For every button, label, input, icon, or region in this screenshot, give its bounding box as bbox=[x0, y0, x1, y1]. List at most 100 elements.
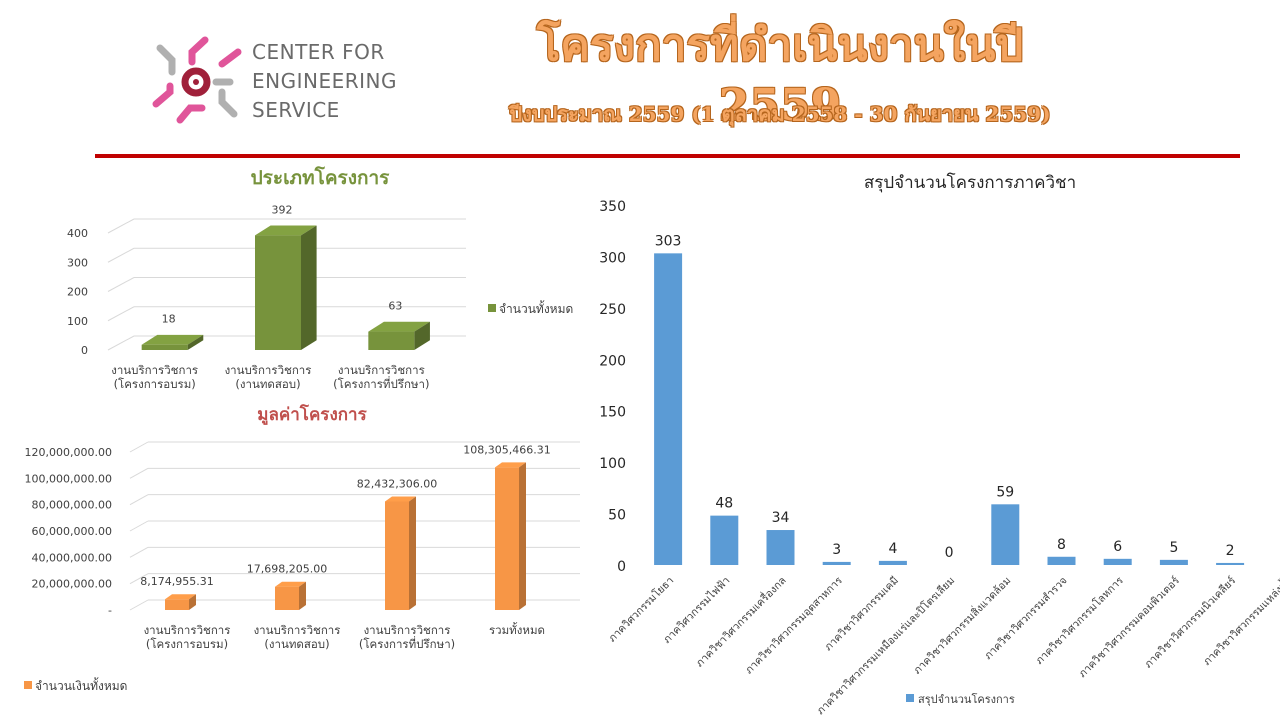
y-tick-label: 120,000,000.00 bbox=[25, 446, 112, 459]
bar bbox=[654, 253, 683, 565]
bar-top bbox=[275, 581, 306, 587]
data-label: 8,174,955.31 bbox=[140, 575, 213, 588]
y-tick-label: 100 bbox=[599, 456, 626, 472]
bar-top bbox=[495, 462, 526, 468]
y-tick-label: 60,000,000.00 bbox=[32, 525, 112, 538]
y-tick-label: 200 bbox=[67, 286, 88, 299]
bar bbox=[991, 504, 1020, 565]
grid-line-depth bbox=[129, 441, 149, 453]
y-tick-label: 150 bbox=[599, 405, 626, 421]
bar-side bbox=[409, 496, 416, 610]
header-divider bbox=[95, 154, 1240, 158]
logo-line: ENGINEERING bbox=[252, 69, 397, 93]
y-tick-label: 100,000,000.00 bbox=[25, 472, 112, 485]
y-tick-label: 300 bbox=[67, 256, 88, 269]
data-label: 3 bbox=[832, 542, 841, 558]
y-tick-label: 50 bbox=[608, 508, 626, 524]
x-tick-label: ภาควิชาวิศวกรรมคอมพิวเตอร์ bbox=[1076, 574, 1182, 680]
data-label: 6 bbox=[1113, 539, 1122, 555]
bar-side bbox=[414, 321, 430, 350]
logo-line: CENTER FOR bbox=[252, 40, 385, 64]
data-label: 18 bbox=[162, 313, 176, 326]
bar-top bbox=[141, 334, 204, 345]
bar bbox=[165, 599, 189, 610]
y-tick-label: 350 bbox=[599, 199, 626, 215]
grid-line-depth bbox=[107, 306, 135, 322]
grid-line-depth bbox=[107, 247, 135, 263]
x-tick-label: งานบริการวิชการ bbox=[338, 363, 425, 377]
y-tick-label: 80,000,000.00 bbox=[32, 499, 112, 512]
data-label: 63 bbox=[388, 300, 402, 313]
data-label: 0 bbox=[945, 545, 954, 561]
project-value-chart: มูลค่าโครงการ - 20,000,000.00 40,000,000.00… bbox=[24, 404, 580, 693]
bar-side bbox=[187, 334, 204, 350]
bar-side bbox=[519, 462, 526, 610]
legend-swatch bbox=[906, 694, 914, 702]
data-label: 17,698,205.00 bbox=[247, 563, 327, 576]
x-tick-label: ภาควิชาวิศวกรรมสิ่งแวดล้อม bbox=[910, 573, 1014, 677]
data-label: 59 bbox=[996, 484, 1014, 500]
y-tick-label: 250 bbox=[599, 302, 626, 318]
x-tick-label: งานบริการวิชการ bbox=[364, 623, 451, 637]
grid-line-depth bbox=[107, 218, 135, 234]
project-type-chart: ประเภทโครงการ 0 100 200 300 400 18 งานบริการวิช… bbox=[67, 166, 573, 391]
grid-line-depth bbox=[129, 494, 149, 506]
y-tick-label: 300 bbox=[599, 250, 626, 266]
legend-swatch bbox=[24, 681, 32, 689]
bar-top bbox=[165, 594, 196, 600]
x-tick-label: ภาควิชาวิศวกรรมเครื่องกล bbox=[692, 573, 788, 669]
data-label: 34 bbox=[772, 510, 790, 526]
x-tick-label: รวมทั้งหมด bbox=[489, 622, 545, 637]
x-tick-label: งานบริการวิชการ bbox=[225, 363, 312, 377]
bar-side bbox=[189, 594, 196, 610]
chart-title: ประเภทโครงการ bbox=[251, 166, 391, 189]
legend-swatch bbox=[488, 304, 496, 312]
grid-line-depth bbox=[107, 335, 135, 351]
x-tick-label: (โครงการที่ปรึกษา) bbox=[333, 376, 429, 391]
legend-label: จำนวนทั้งหมด bbox=[499, 300, 573, 316]
y-tick-label: 400 bbox=[67, 227, 88, 240]
bar-side bbox=[299, 581, 306, 610]
data-label: 4 bbox=[888, 541, 897, 557]
y-tick-label: - bbox=[108, 604, 112, 617]
bar bbox=[1047, 556, 1076, 565]
center-for-engineering-service-logo bbox=[152, 36, 242, 124]
bar bbox=[878, 560, 907, 565]
data-label: 303 bbox=[655, 233, 682, 249]
bar bbox=[275, 586, 299, 610]
y-tick-label: 100 bbox=[67, 315, 88, 328]
bar bbox=[766, 530, 795, 565]
data-label: 392 bbox=[272, 203, 293, 216]
chart-title: มูลค่าโครงการ bbox=[257, 404, 367, 426]
grid-line-depth bbox=[129, 573, 149, 585]
legend-label: สรุปจำนวนโครงการ bbox=[918, 692, 1015, 706]
bar bbox=[822, 561, 851, 565]
x-tick-label: งานบริการวิชการ bbox=[111, 363, 198, 377]
y-tick-label: 200 bbox=[599, 353, 626, 369]
x-tick-label: (โครงการอบรม) bbox=[146, 637, 228, 651]
data-label: 8 bbox=[1057, 537, 1066, 553]
bar bbox=[368, 331, 415, 350]
x-tick-label: ภาควิชาวิศวกรรมนิวเคลียร์ bbox=[1142, 574, 1239, 671]
x-tick-label: ภาควิชาวิศวกรรมอุตสาหการ bbox=[743, 574, 845, 676]
grid-line-depth bbox=[129, 546, 149, 558]
data-label: 108,305,466.31 bbox=[463, 443, 550, 456]
bar-side bbox=[301, 225, 317, 350]
bar bbox=[710, 515, 739, 565]
bar-top bbox=[368, 321, 430, 332]
x-tick-label: (โครงการที่ปรึกษา) bbox=[359, 636, 455, 651]
data-label: 48 bbox=[715, 496, 733, 512]
x-tick-label: (โครงการอบรม) bbox=[114, 377, 196, 391]
chart-title: สรุปจำนวนโครงการภาควิชา bbox=[864, 172, 1076, 193]
x-tick-label: ภาควิชาวิศวกรรมแหล่งน้ำ bbox=[1200, 573, 1280, 668]
page-title: โครงการที่ดำเนินงานในปี 2559 bbox=[536, 20, 1024, 131]
grid-line-depth bbox=[129, 467, 149, 479]
bar bbox=[255, 235, 301, 350]
bar bbox=[1159, 559, 1188, 565]
y-tick-label: 0 bbox=[81, 344, 88, 357]
y-tick-label: 0 bbox=[617, 559, 626, 575]
bar bbox=[1103, 558, 1132, 565]
bar bbox=[1216, 562, 1245, 565]
x-tick-label: (งานทดสอบ) bbox=[235, 377, 300, 391]
x-tick-label: (งานทดสอบ) bbox=[264, 637, 329, 651]
